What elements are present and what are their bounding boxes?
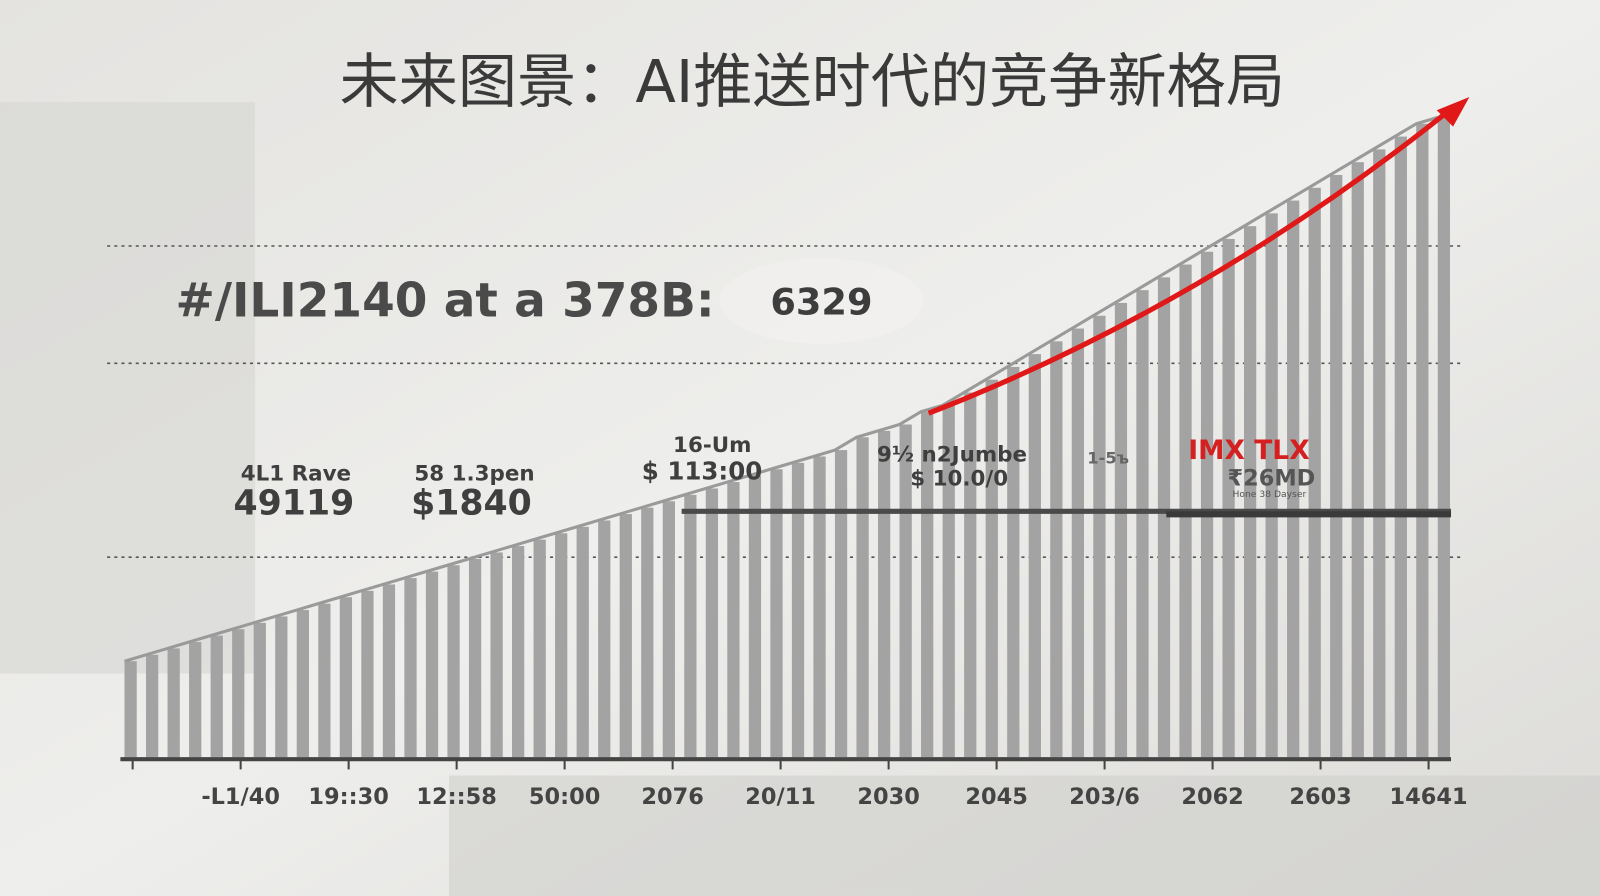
x-tick-label: 50:00: [529, 784, 600, 810]
arrow-head: [1436, 96, 1470, 127]
bar: [985, 379, 998, 758]
bar: [1287, 200, 1300, 758]
bar: [512, 546, 525, 758]
x-tick-label: 2603: [1289, 784, 1351, 810]
bar: [791, 462, 805, 758]
bar: [662, 501, 675, 758]
bar: [275, 616, 288, 758]
x-tick-label: 14641: [1390, 784, 1468, 810]
annotation: ₹26MD: [1228, 466, 1316, 492]
annotation: 16-Um: [673, 433, 751, 458]
bar: [210, 635, 223, 758]
bar: [576, 526, 589, 758]
bar: [555, 533, 568, 758]
bar: [253, 622, 266, 758]
bar: [942, 405, 955, 758]
bar: [1265, 213, 1278, 758]
ticks: -L1/40 19::30 12::58 50:00 2076 20/11 2030 2045…: [131, 759, 1468, 810]
x-tick-label: 2062: [1181, 784, 1243, 810]
annotation: 1-5ъ: [1087, 448, 1129, 467]
bar: [899, 424, 912, 758]
annotation: 58 1.3pen: [414, 462, 534, 487]
x-tick-label: 2045: [965, 784, 1027, 810]
bar: [1222, 238, 1235, 758]
bar: [1050, 341, 1063, 758]
bar: [425, 571, 439, 758]
background-shape: [0, 102, 256, 674]
bar: [813, 456, 826, 758]
bar: [382, 584, 396, 758]
bar: [856, 437, 869, 758]
annotation: 49119: [234, 483, 355, 523]
bar: [1416, 123, 1429, 758]
bar: [1243, 226, 1257, 758]
bar: [1007, 366, 1020, 758]
bar: [770, 469, 783, 758]
bar: [878, 430, 891, 758]
bar: [1373, 149, 1386, 758]
x-tick-label: 2076: [641, 784, 703, 810]
bar: [1394, 136, 1407, 758]
annotation: $ 113:00: [642, 457, 762, 486]
trend-arrow: [927, 110, 1449, 416]
bar: [684, 494, 697, 758]
bar: [1200, 251, 1214, 758]
bar: [146, 654, 159, 758]
annotation: Hone 38 Dayser: [1232, 489, 1306, 500]
bar: [1351, 162, 1364, 758]
bar: [1114, 302, 1128, 758]
title: 未来图景：AI推送时代的竞争新格局: [339, 47, 1285, 116]
bar: [1136, 290, 1149, 758]
x-tick-label: 12::58: [416, 784, 496, 810]
x-tick-label: 20/11: [745, 784, 816, 810]
bar: [533, 539, 546, 758]
headline-value: 6329: [770, 280, 872, 323]
annotation: IMX TLX: [1188, 435, 1309, 466]
bar: [189, 642, 202, 758]
bars: [124, 115, 1450, 758]
bar: [727, 482, 740, 758]
background-shape: [448, 775, 1600, 896]
bar: [1308, 187, 1321, 758]
x-tick-label: -L1/40: [201, 784, 280, 810]
bar: [705, 488, 719, 758]
bar-outline: [124, 115, 1439, 663]
bar: [1157, 277, 1171, 758]
bar: [1028, 354, 1041, 758]
bar: [834, 450, 848, 758]
bar: [167, 648, 180, 758]
x-tick-label: 19::30: [308, 784, 388, 810]
bar: [468, 558, 482, 758]
annotation: $ 10.0/0: [910, 467, 1008, 492]
x-tick-label: 203/6: [1069, 784, 1140, 810]
bar: [1437, 117, 1450, 758]
bar: [1330, 174, 1343, 758]
bar: [296, 610, 309, 758]
annotation: $1840: [411, 483, 532, 523]
bar: [447, 565, 460, 758]
bar: [361, 590, 374, 758]
bar: [1093, 315, 1106, 758]
bar: [404, 578, 417, 758]
bar: [124, 661, 137, 758]
bar: [232, 629, 245, 758]
highlight-ellipse: [719, 258, 924, 344]
x-tick-label: 2030: [857, 784, 919, 810]
bar: [318, 603, 331, 758]
bar: [598, 520, 611, 758]
annotation: 4L1 Rave: [241, 462, 351, 487]
bar: [339, 597, 353, 758]
bar: [748, 475, 762, 758]
bar: [964, 392, 977, 758]
bar: [1071, 328, 1085, 758]
headline: #/ILI2140 at a 378B:: [176, 273, 715, 328]
bar: [490, 552, 503, 758]
annotation: 9½ n2Jumbe: [877, 442, 1027, 467]
bar: [641, 507, 654, 758]
bar: [921, 411, 934, 758]
bar: [619, 514, 632, 758]
